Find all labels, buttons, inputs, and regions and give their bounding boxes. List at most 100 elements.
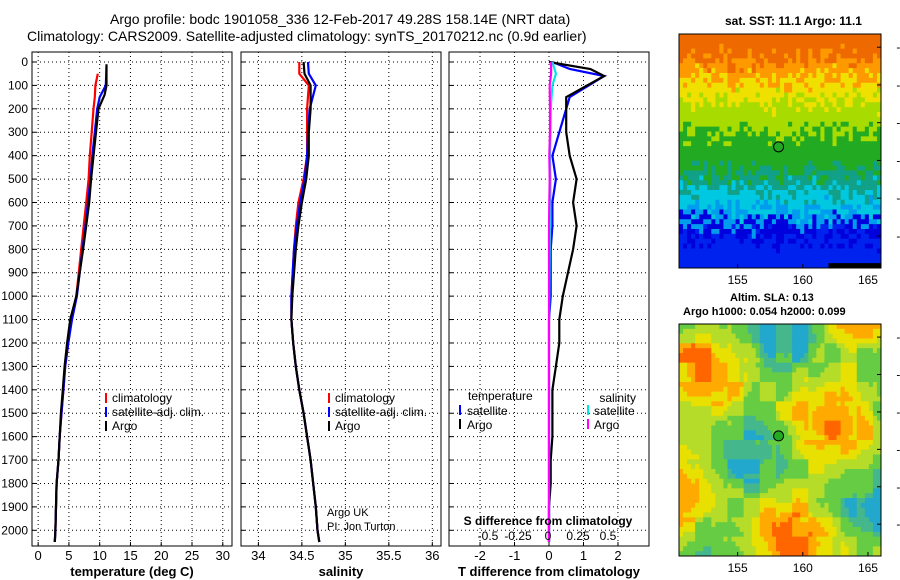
map-cell: [679, 53, 684, 59]
map-cell: [775, 238, 781, 245]
map-cell: [739, 517, 745, 523]
map-cell: [711, 531, 716, 538]
map-cell: [788, 165, 793, 171]
map-cell: [808, 541, 813, 547]
map-cell: [719, 68, 724, 74]
map-cell: [872, 214, 878, 220]
map-cell: [828, 386, 833, 393]
map-cell: [796, 367, 801, 373]
map-cell: [695, 324, 700, 330]
map-cell: [687, 43, 692, 50]
map-cell: [691, 464, 696, 470]
map-cell: [723, 155, 728, 162]
map-cell: [824, 214, 829, 220]
map-cell: [840, 126, 846, 132]
map-cell: [759, 343, 765, 349]
map-cell: [780, 386, 785, 393]
map-cell: [780, 353, 785, 359]
map-cell: [860, 253, 866, 259]
map-cell: [707, 324, 712, 330]
map-cell: [727, 116, 732, 123]
map-cell: [695, 430, 700, 436]
map-cell: [759, 531, 765, 538]
map-cell: [780, 454, 785, 460]
map-cell: [784, 449, 789, 455]
map-cell: [820, 233, 825, 240]
map-cell: [824, 38, 829, 45]
map-cell: [723, 141, 728, 147]
map-cell: [804, 102, 809, 108]
map-cell: [763, 165, 769, 171]
map-cell: [820, 165, 825, 171]
map-cell: [832, 536, 837, 542]
map-cell: [735, 224, 740, 230]
map-cell: [832, 263, 837, 269]
map-cell: [695, 541, 700, 547]
map-cell: [707, 372, 712, 378]
map-cell: [836, 116, 841, 123]
map-cell: [796, 440, 801, 446]
map-cell: [719, 357, 724, 364]
map-cell: [731, 391, 736, 397]
map-cell: [767, 498, 773, 504]
map-cell: [739, 107, 745, 113]
map-cell: [808, 102, 813, 108]
map-cell: [679, 136, 684, 142]
map-cell: [727, 258, 732, 264]
map-cell: [771, 507, 777, 513]
map-cell: [747, 63, 753, 69]
map-cell: [856, 353, 862, 359]
map-cell: [715, 415, 720, 422]
map-cell: [727, 160, 732, 167]
map-cell: [719, 333, 724, 339]
map-cell: [876, 224, 882, 230]
map-cell: [747, 411, 753, 417]
map-cell: [856, 219, 862, 225]
map-cell: [852, 377, 858, 383]
map-cell: [719, 199, 724, 206]
map-cell: [780, 449, 785, 455]
map-cell: [796, 175, 801, 181]
map-cell: [876, 77, 882, 84]
map-cell: [715, 116, 720, 123]
map-cell: [747, 430, 753, 436]
map-cell: [743, 146, 749, 152]
map-cell: [856, 87, 862, 93]
map-cell: [771, 396, 777, 402]
map-cell: [848, 48, 854, 54]
map-cell: [828, 224, 833, 230]
map-cell: [828, 102, 833, 108]
map-cell: [868, 391, 874, 397]
map-cell: [808, 121, 813, 128]
map-cell: [864, 372, 870, 378]
map-cell: [824, 454, 829, 460]
map-cell: [792, 263, 797, 269]
map-cell: [816, 233, 821, 240]
x-tick-label: 30: [216, 548, 230, 563]
map-cell: [860, 435, 866, 441]
map-cell: [763, 141, 769, 147]
map-cell: [832, 248, 837, 254]
map-cell: [856, 386, 862, 393]
map-cell: [796, 48, 801, 54]
map-cell: [775, 512, 781, 518]
map-cell: [804, 243, 809, 249]
map-cell: [735, 343, 740, 349]
map-y-tick-label: -48: [896, 116, 900, 130]
map-cell: [784, 68, 789, 74]
map-cell: [695, 155, 700, 162]
map-cell: [679, 175, 684, 181]
map-cell: [687, 527, 692, 533]
map-cell: [820, 483, 825, 489]
map-cell: [796, 449, 801, 455]
map-cell: [792, 493, 797, 499]
map-cell: [683, 386, 688, 393]
map-cell: [868, 488, 874, 494]
map-cell: [699, 469, 704, 475]
map-cell: [876, 48, 882, 54]
map-cell: [767, 478, 773, 484]
map-cell: [707, 406, 712, 412]
map-cell: [860, 449, 866, 455]
map-cell: [735, 493, 740, 499]
